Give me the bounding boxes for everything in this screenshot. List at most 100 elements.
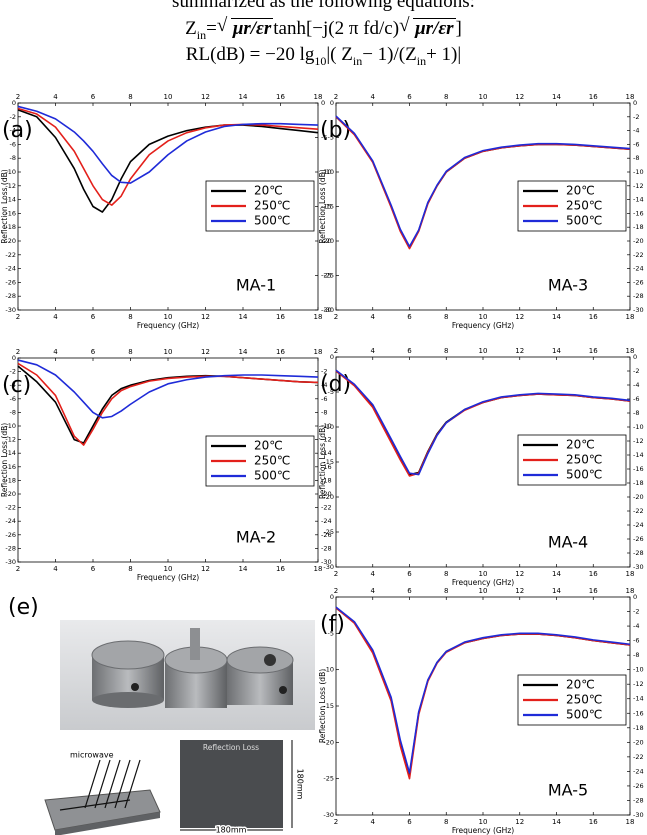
x-tick-label-top: 12 — [515, 347, 524, 355]
legend-label: 20℃ — [566, 438, 595, 452]
panel-label: (b) — [320, 118, 351, 143]
x-tick-label: 16 — [589, 570, 598, 578]
chart: 22446688101012121414161618180-5-10-15-20… — [318, 93, 644, 330]
x-axis-label: Frequency (GHz) — [452, 321, 514, 330]
y2-tick-label: -22 — [633, 753, 644, 761]
x-tick-label: 2 — [16, 313, 20, 321]
x-tick-label: 4 — [53, 313, 58, 321]
x-tick-label-top: 6 — [91, 93, 96, 101]
figure: (e) microwave Reflection Loss 180mm 180m… — [0, 0, 647, 835]
y2-tick-label: 0 — [633, 353, 637, 361]
y2-tick-label: -28 — [321, 544, 332, 552]
x-tick-label-top: 2 — [334, 347, 338, 355]
y-tick-label: -30 — [323, 306, 334, 314]
y2-tick-label: -2 — [633, 367, 639, 375]
chart: 22446688101012121414161618180-5-10-15-20… — [318, 347, 644, 587]
x-tick-label-top: 14 — [552, 587, 561, 595]
x-tick-label-top: 14 — [552, 93, 561, 101]
cylinder-top — [92, 641, 164, 669]
y2-tick-label: -20 — [633, 493, 644, 501]
y2-tick-label: -22 — [633, 251, 644, 259]
x-tick-label: 4 — [53, 565, 58, 573]
x-tick-label-top: 2 — [16, 93, 20, 101]
x-tick-label-top: 6 — [407, 347, 412, 355]
y2-tick-label: -26 — [633, 782, 644, 790]
y-tick-label: -28 — [5, 544, 16, 552]
y2-tick-label: -8 — [321, 408, 327, 416]
x-tick-label-top: 6 — [91, 348, 96, 356]
y-tick-label: -30 — [5, 558, 16, 566]
y-tick-label: -8 — [10, 154, 16, 162]
x-tick-label-top: 4 — [371, 93, 376, 101]
x-tick-label: 4 — [371, 818, 376, 826]
y2-tick-label: -12 — [633, 182, 644, 190]
x-tick-label: 6 — [91, 313, 96, 321]
x-tick-label: 6 — [407, 570, 412, 578]
x-tick-label-top: 14 — [239, 348, 248, 356]
y2-tick-label: -16 — [633, 465, 644, 473]
legend-label: 500℃ — [566, 214, 602, 228]
x-tick-label: 10 — [164, 313, 173, 321]
y2-tick-label: -2 — [633, 113, 639, 121]
y2-tick-label: -26 — [633, 278, 644, 286]
x-tick-label: 14 — [552, 570, 561, 578]
y-tick-label: -25 — [323, 528, 334, 536]
x-tick-label: 8 — [444, 818, 448, 826]
x-tick-label: 2 — [16, 565, 20, 573]
series-line — [18, 106, 318, 183]
y2-tick-label: -22 — [321, 504, 332, 512]
y-tick-label: -8 — [10, 408, 16, 416]
y2-tick-label: -4 — [633, 381, 639, 389]
y2-tick-label: -30 — [633, 306, 644, 314]
y2-tick-label: -24 — [633, 265, 644, 273]
y2-tick-label: -18 — [633, 223, 644, 231]
y-tick-label: 0 — [330, 99, 334, 107]
y-tick-label: -30 — [5, 306, 16, 314]
x-tick-label: 8 — [444, 570, 448, 578]
legend-label: 250℃ — [566, 199, 602, 213]
y2-tick-label: -22 — [633, 507, 644, 515]
sample-label: MA-1 — [236, 276, 276, 295]
x-axis-label: Frequency (GHz) — [137, 573, 199, 582]
legend-label: 20℃ — [254, 439, 283, 453]
x-tick-label-top: 2 — [16, 348, 20, 356]
y2-tick-label: -6 — [633, 140, 639, 148]
x-tick-label: 8 — [128, 313, 132, 321]
photo-panel: (e) microwave Reflection Loss 180mm 180m… — [8, 595, 315, 835]
y2-tick-label: -8 — [633, 154, 639, 162]
x-tick-label: 10 — [479, 818, 488, 826]
y2-tick-label: -4 — [633, 127, 639, 135]
x-tick-label-top: 12 — [515, 587, 524, 595]
x-tick-label: 2 — [334, 818, 338, 826]
x-tick-label-top: 4 — [371, 587, 376, 595]
x-tick-label-top: 10 — [164, 93, 173, 101]
y2-tick-label: -30 — [633, 563, 644, 571]
y2-tick-label: -16 — [633, 709, 644, 717]
legend-label: 20℃ — [566, 184, 595, 198]
panel-label: (c) — [2, 373, 31, 398]
sample-photo-title: Reflection Loss — [203, 743, 259, 752]
sample-photo — [180, 740, 283, 828]
y-axis-label: Reflection Loss (dB) — [318, 169, 327, 243]
x-tick-label: 8 — [128, 565, 132, 573]
x-tick-label-top: 12 — [201, 93, 210, 101]
y-axis-label: Reflection Loss (dB) — [318, 669, 327, 743]
y2-tick-label: -14 — [633, 451, 644, 459]
y2-tick-label: -6 — [633, 395, 639, 403]
y2-tick-label: -4 — [633, 622, 639, 630]
series-line — [18, 360, 318, 418]
x-tick-label: 6 — [407, 313, 412, 321]
x-tick-label: 14 — [239, 313, 248, 321]
x-tick-label-top: 14 — [239, 93, 248, 101]
x-tick-label: 12 — [201, 565, 210, 573]
y2-tick-label: -24 — [321, 517, 332, 525]
sample-label: MA-4 — [548, 533, 588, 552]
x-tick-label-top: 8 — [128, 348, 132, 356]
x-tick-label-top: 8 — [444, 347, 448, 355]
x-tick-label: 12 — [201, 313, 210, 321]
x-tick-label: 18 — [626, 818, 635, 826]
x-tick-label-top: 4 — [371, 347, 376, 355]
y-tick-label: -30 — [323, 563, 334, 571]
y-tick-label: 0 — [330, 353, 334, 361]
legend-label: 500℃ — [254, 214, 290, 228]
